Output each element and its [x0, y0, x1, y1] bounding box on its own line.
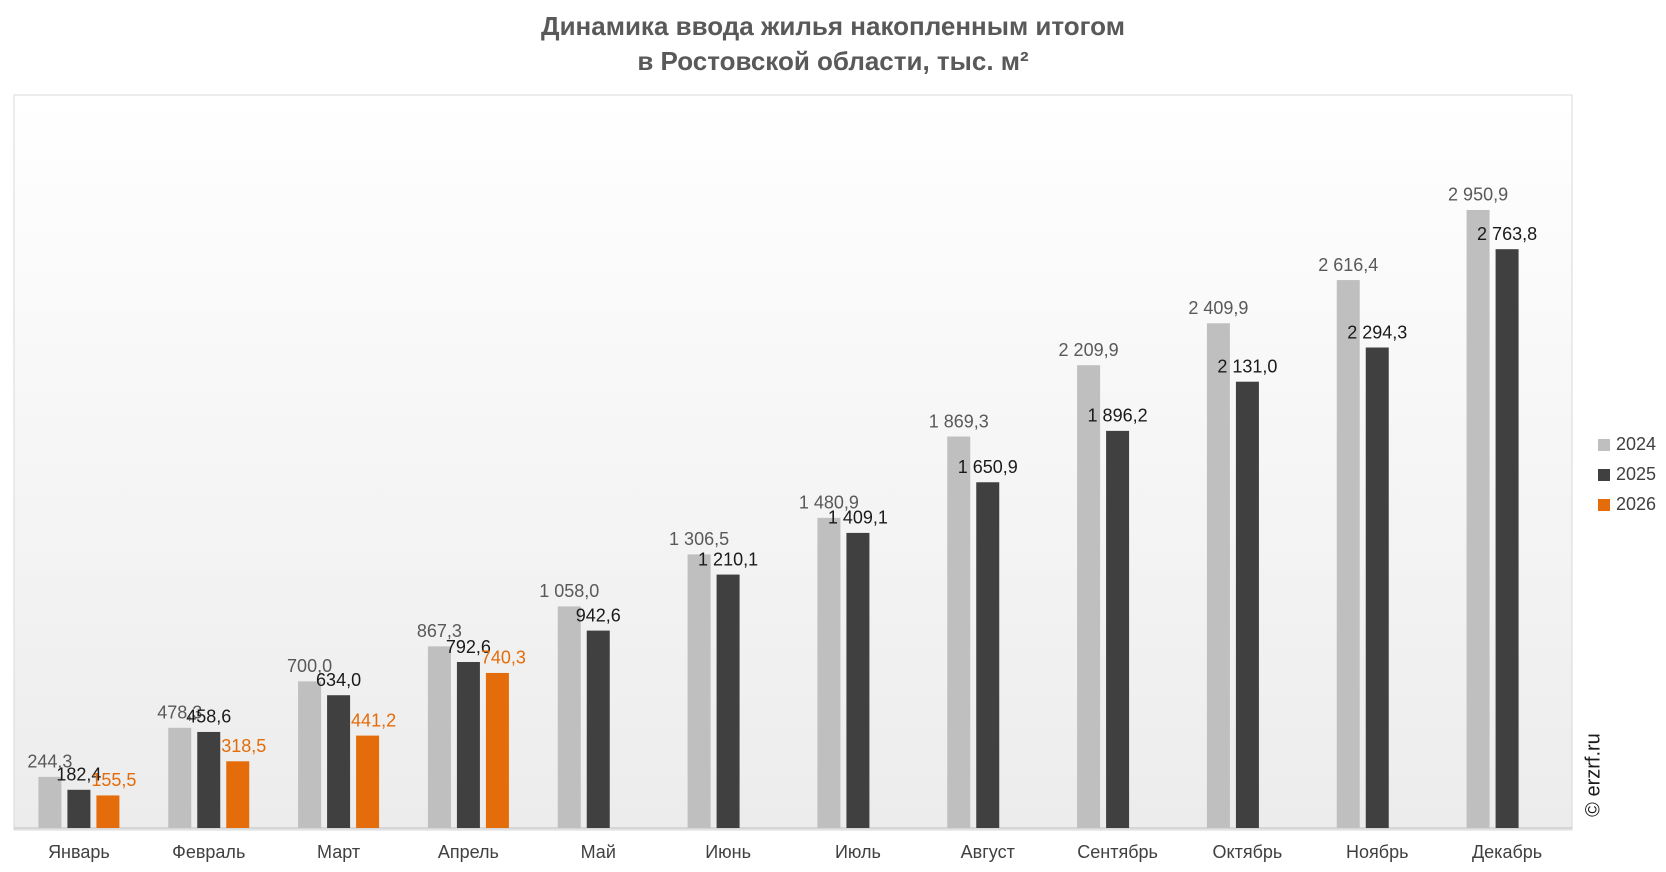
x-tick-label: Апрель	[438, 842, 499, 862]
bar	[586, 630, 610, 828]
plot-area	[13, 94, 1573, 831]
bar	[327, 695, 351, 828]
data-label: 1 869,3	[929, 411, 989, 431]
data-label: 1 210,1	[698, 549, 758, 569]
data-label: 182,4	[56, 765, 101, 785]
data-label: 2 950,9	[1448, 185, 1508, 205]
chart-title: в Ростовской области, тыс. м²	[637, 46, 1029, 76]
bar	[716, 574, 740, 828]
data-label: 458,6	[186, 707, 231, 727]
bar	[197, 731, 221, 828]
data-label: 2 209,9	[1059, 340, 1119, 360]
x-tick-label: Декабрь	[1472, 842, 1542, 862]
bar	[1106, 430, 1130, 828]
data-label: 792,6	[446, 637, 491, 657]
data-label: 2 409,9	[1188, 298, 1248, 318]
bar	[96, 795, 120, 828]
data-label: 155,5	[91, 770, 136, 790]
bar	[427, 646, 451, 828]
data-label: 2 294,3	[1347, 322, 1407, 342]
bar	[1206, 323, 1230, 828]
bar	[1336, 280, 1360, 828]
data-label: 1 409,1	[828, 508, 888, 528]
chart-title: Динамика ввода жилья накопленным итогом	[541, 11, 1125, 41]
x-tick-label: Март	[317, 842, 360, 862]
data-label: 478,3	[157, 703, 202, 723]
data-label: 1 306,5	[669, 529, 729, 549]
legend-label: 2026	[1616, 494, 1656, 514]
data-label: 2 131,0	[1217, 356, 1277, 376]
data-label: 1 058,0	[539, 581, 599, 601]
x-tick-label: Февраль	[172, 842, 245, 862]
bar	[557, 606, 581, 828]
bar	[456, 662, 480, 828]
x-tick-label: Сентябрь	[1077, 842, 1158, 862]
data-label: 2 616,4	[1318, 255, 1378, 275]
data-label: 244,3	[27, 752, 72, 772]
bar	[817, 517, 841, 828]
data-label: 441,2	[351, 710, 396, 730]
bar	[67, 789, 91, 828]
x-tick-label: Июль	[835, 842, 881, 862]
bar	[226, 761, 250, 828]
data-label: 942,6	[576, 605, 621, 625]
x-tick-label: Август	[961, 842, 1015, 862]
x-tick-label: Январь	[48, 842, 110, 862]
data-label: 634,0	[316, 670, 361, 690]
data-label: 1 896,2	[1088, 406, 1148, 426]
data-label: 1 650,9	[958, 457, 1018, 477]
bar	[298, 681, 322, 828]
legend-swatch	[1598, 469, 1610, 481]
data-label: 318,5	[221, 736, 266, 756]
bar	[947, 436, 971, 828]
bar	[1365, 347, 1389, 828]
bar	[38, 776, 62, 828]
data-label: 1 480,9	[799, 493, 859, 513]
x-tick-label: Ноябрь	[1346, 842, 1408, 862]
legend-swatch	[1598, 439, 1610, 451]
data-label: 867,3	[417, 621, 462, 641]
data-label: 2 763,8	[1477, 224, 1537, 244]
bar	[846, 532, 870, 828]
bar	[356, 735, 380, 828]
bar	[687, 554, 711, 828]
bar	[976, 482, 1000, 828]
bar	[1466, 209, 1490, 829]
legend-label: 2024	[1616, 434, 1656, 454]
data-label: 740,3	[481, 648, 526, 668]
bar	[168, 727, 192, 828]
x-tick-label: Октябрь	[1213, 842, 1283, 862]
bar	[485, 672, 509, 828]
legend-swatch	[1598, 499, 1610, 511]
x-tick-label: Май	[581, 842, 616, 862]
bar	[1495, 249, 1519, 828]
bar	[1235, 381, 1259, 828]
x-tick-label: Июнь	[705, 842, 751, 862]
watermark: © erzrf.ru	[1582, 733, 1604, 817]
legend-label: 2025	[1616, 464, 1656, 484]
data-label: 700,0	[287, 656, 332, 676]
bar	[1077, 365, 1101, 828]
